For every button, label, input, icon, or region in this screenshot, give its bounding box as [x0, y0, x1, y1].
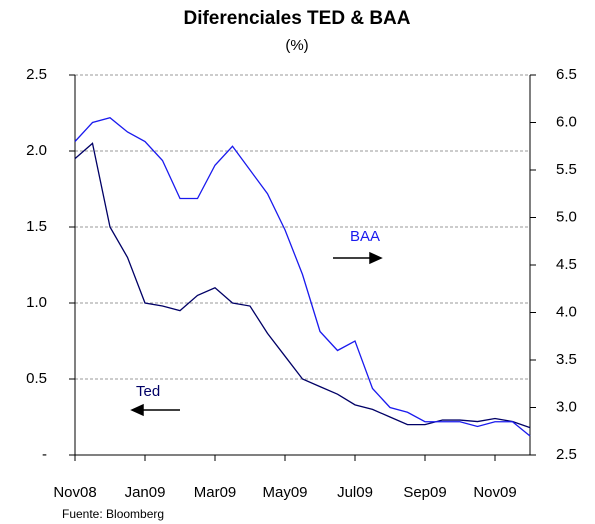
y2-tick-label: 4.0 — [556, 303, 577, 320]
y2-tick-label: 5.0 — [556, 208, 577, 225]
annotation-arrow — [333, 251, 383, 265]
x-tick-label: Sep09 — [403, 484, 446, 501]
source-note: Fuente: Bloomberg — [62, 507, 164, 521]
x-tick-label: Nov08 — [53, 484, 96, 501]
y2-tick-label: 4.5 — [556, 256, 577, 273]
y2-tick-label: 5.5 — [556, 161, 577, 178]
y-tick-label: 1.5 — [26, 218, 47, 235]
annotation-arrow — [130, 403, 180, 417]
y-tick-label: 2.0 — [26, 142, 47, 159]
x-tick-label: May09 — [262, 484, 307, 501]
x-tick-label: Jul09 — [337, 484, 373, 501]
y-tick-label: 1.0 — [26, 294, 47, 311]
y-tick-label: 0.5 — [26, 370, 47, 387]
y-tick-label: 2.5 — [26, 66, 47, 83]
series-line — [74, 142, 531, 429]
chart-subtitle: (%) — [285, 37, 308, 54]
x-tick-label: Jan09 — [125, 484, 166, 501]
y2-tick-label: 3.5 — [556, 351, 577, 368]
y-tick-label: - — [42, 446, 47, 463]
x-tick-label: Nov09 — [473, 484, 516, 501]
series-line — [74, 117, 531, 437]
annotation: BAA — [350, 228, 380, 245]
annotation: Ted — [136, 383, 160, 400]
y2-tick-label: 2.5 — [556, 446, 577, 463]
x-tick-label: Mar09 — [194, 484, 237, 501]
y2-tick-label: 6.5 — [556, 66, 577, 83]
y2-tick-label: 3.0 — [556, 398, 577, 415]
chart-title: Diferenciales TED & BAA — [183, 8, 410, 29]
y2-tick-label: 6.0 — [556, 113, 577, 130]
